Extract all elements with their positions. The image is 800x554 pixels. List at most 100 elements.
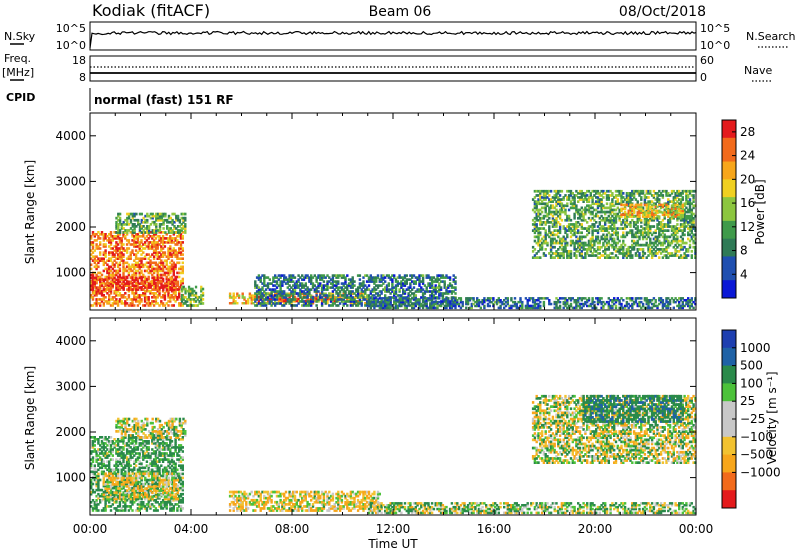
power-cell	[432, 286, 436, 289]
power-cell	[400, 276, 403, 279]
power-cell	[147, 282, 151, 285]
power-cell	[149, 265, 152, 269]
power-cell	[156, 289, 159, 293]
power-cell	[138, 300, 141, 303]
power-cell	[272, 298, 275, 301]
power-cell	[306, 274, 309, 277]
power-cell	[158, 214, 162, 218]
power-cell	[335, 284, 338, 287]
power-cell	[376, 292, 380, 295]
power-cell	[349, 298, 353, 301]
power-cell	[297, 302, 300, 305]
power-cell	[181, 235, 184, 238]
power-cell	[391, 290, 394, 293]
power-cell	[140, 288, 143, 291]
power-cell	[371, 290, 374, 293]
power-cell	[149, 247, 152, 250]
power-cell	[169, 253, 172, 256]
power-cell	[270, 297, 273, 301]
power-cell	[299, 290, 302, 293]
power-cell	[346, 296, 349, 299]
power-cell	[133, 229, 136, 232]
power-cell	[184, 231, 187, 234]
power-cell	[154, 261, 158, 265]
power-cell	[421, 280, 425, 283]
power-cell	[681, 302, 684, 306]
power-cell	[264, 296, 268, 299]
power-cell	[295, 286, 298, 289]
power-cell	[412, 292, 416, 295]
power-cell	[331, 302, 335, 305]
power-cell	[232, 300, 235, 303]
power-cell	[172, 261, 175, 265]
power-cell	[421, 288, 425, 291]
power-cell	[441, 274, 445, 277]
power-cell	[172, 247, 175, 250]
power-cell	[90, 273, 93, 277]
power-cell	[108, 251, 111, 254]
power-cell	[102, 235, 105, 238]
power-cell	[373, 294, 376, 297]
power-cell	[396, 276, 399, 279]
power-cell	[425, 306, 428, 310]
power-cell	[643, 306, 647, 310]
power-cell	[402, 282, 405, 285]
power-cell	[351, 282, 354, 285]
power-cell	[295, 299, 298, 303]
power-cell	[533, 223, 537, 226]
power-cell	[122, 302, 125, 305]
power-cell	[169, 282, 172, 285]
power-cell	[411, 288, 414, 291]
power-cell	[618, 302, 621, 306]
power-cell	[638, 304, 641, 308]
power-cell	[129, 255, 132, 258]
power-cell	[358, 286, 362, 289]
power-cell	[250, 296, 253, 299]
power-cell	[108, 298, 111, 301]
power-cell	[153, 282, 156, 285]
power-cell	[286, 292, 289, 295]
power-cell	[162, 286, 165, 289]
power-cell	[169, 255, 172, 258]
power-cell	[324, 292, 327, 295]
power-cell	[667, 297, 670, 300]
power-cell	[122, 249, 125, 252]
power-cell	[259, 298, 262, 301]
power-cell	[257, 292, 261, 295]
power-cell	[302, 294, 306, 297]
date-label: 08/Oct/2018	[619, 4, 706, 20]
power-cell	[429, 276, 432, 279]
power-cell	[156, 265, 159, 269]
power-cell	[152, 249, 156, 252]
power-cell	[499, 306, 502, 310]
power-cell	[297, 286, 300, 289]
power-cell	[602, 300, 605, 304]
power-cell	[133, 227, 136, 230]
power-cell	[113, 237, 116, 240]
power-cell	[429, 304, 432, 308]
power-cell	[176, 231, 180, 234]
power-cell	[167, 265, 170, 269]
power-cell	[290, 278, 293, 281]
power-cell	[160, 216, 163, 220]
power-cell	[324, 294, 327, 297]
power-cell	[533, 300, 537, 304]
power-cell	[558, 297, 562, 300]
power-cell	[625, 297, 629, 300]
power-cell	[310, 296, 313, 299]
power-cell	[95, 276, 98, 280]
power-cell	[337, 282, 340, 285]
power-cell	[138, 271, 141, 275]
power-cell	[459, 297, 463, 300]
power-cell	[310, 278, 313, 281]
power-cell	[115, 261, 118, 265]
power-cell	[443, 284, 446, 287]
power-cell	[118, 300, 122, 303]
power-cell	[138, 247, 141, 250]
power-cell	[351, 276, 354, 279]
power-cell	[389, 288, 392, 291]
power-cell	[385, 302, 389, 305]
power-cell	[358, 282, 362, 285]
power-cell	[93, 302, 96, 305]
power-cell	[146, 229, 149, 232]
